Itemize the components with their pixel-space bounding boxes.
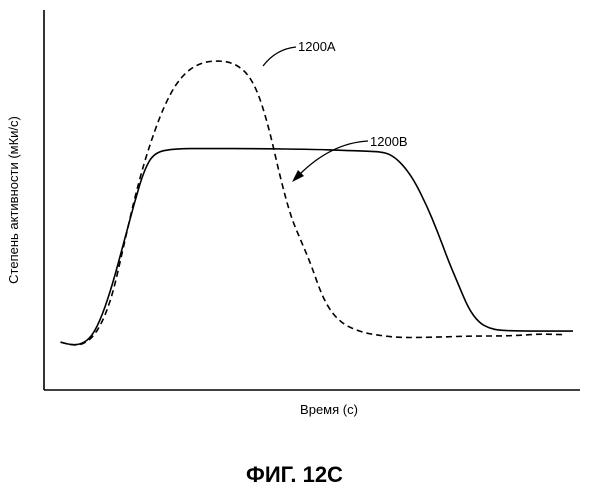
series-label-1200b: 1200B	[370, 134, 408, 149]
series-label-leader-1200b	[299, 141, 368, 175]
x-axis-label: Время (с)	[300, 402, 358, 417]
series-line-1200a	[61, 61, 563, 345]
figure-caption: ФИГ. 12C	[0, 462, 589, 488]
series-label-1200a: 1200A	[298, 39, 336, 54]
y-axis-label: Степень активности (мКи/с)	[6, 116, 21, 284]
chart-area: 1200A 1200B Время (с) Степень активности…	[0, 0, 589, 460]
series-line-1200b	[61, 149, 574, 345]
series-label-leader-1200a	[263, 47, 296, 66]
